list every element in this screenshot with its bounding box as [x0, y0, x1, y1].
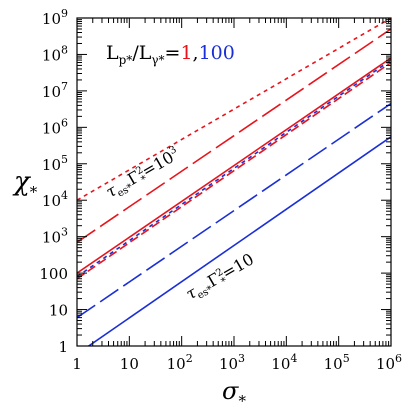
minor-ticks: [76, 18, 391, 347]
series-layer: [77, 18, 391, 346]
y-tick-label: 109: [42, 7, 68, 28]
y-tick-label: 107: [42, 80, 68, 101]
series-line-6: [87, 136, 391, 346]
y-axis-label: χ*: [12, 167, 38, 201]
y-tick-label: 104: [42, 189, 68, 210]
y-tick-label: 100: [39, 265, 68, 283]
y-tick-labels: 1 10 100 103 104 105 106 107 108 109: [39, 7, 68, 356]
series-line-1: [77, 28, 391, 243]
x-tick-label: 105: [324, 352, 350, 373]
y-tick-label: 10: [49, 302, 68, 320]
legend-value-blue: 100: [199, 42, 235, 64]
x-tick-labels: 1 10 102 103 104 105 106: [72, 352, 402, 373]
y-tick-label: 106: [42, 116, 68, 137]
y-tick-label: 103: [42, 226, 68, 247]
plot-frame: [76, 17, 392, 347]
x-tick-label: 104: [271, 352, 297, 373]
x-tick-label: 106: [376, 352, 402, 373]
series-line-2: [77, 57, 391, 274]
series-line-5: [77, 102, 391, 319]
x-axis-label: σ*: [222, 377, 246, 410]
x-tick-label: 1: [72, 355, 82, 373]
y-tick-label: 1: [58, 338, 68, 356]
y-tick-label: 108: [42, 43, 68, 64]
x-tick-label: 102: [167, 352, 193, 373]
annotation-tau-gamma-1e3: τes*Γ2*=103: [103, 144, 185, 204]
x-tick-label: 10: [120, 355, 139, 373]
annotation-tau-gamma-10: τes*Γ2*=10: [183, 249, 259, 306]
legend-value-red: 1: [180, 42, 192, 64]
series-line-3: [77, 59, 391, 278]
y-tick-label: 105: [42, 153, 68, 174]
x-tick-label: 103: [219, 352, 245, 373]
series-line-4: [77, 61, 391, 280]
legend-label: Lp*/Lγ*=1,100: [106, 42, 235, 67]
